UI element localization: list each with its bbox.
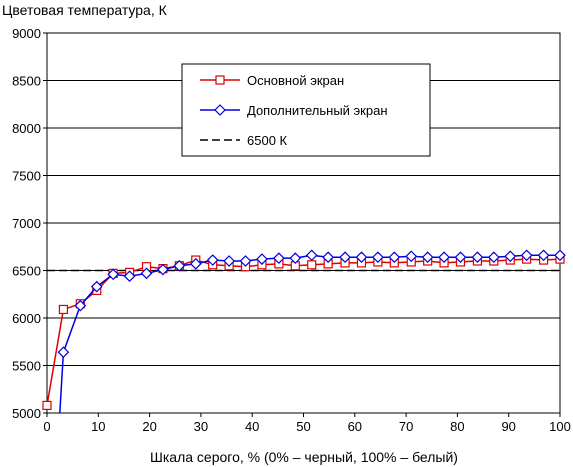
x-tick-label-30: 30 bbox=[194, 419, 208, 434]
data-point-1-22 bbox=[405, 250, 418, 263]
data-point-1-20 bbox=[372, 251, 384, 264]
data-point-1-14 bbox=[273, 252, 285, 264]
x-tick-label-40: 40 bbox=[245, 419, 259, 434]
data-point-1-8 bbox=[173, 259, 186, 272]
y-tick-label-5500: 5500 bbox=[12, 359, 41, 374]
data-point-1-18 bbox=[339, 251, 351, 264]
data-point-1-28 bbox=[504, 250, 517, 263]
y-tick-label-7000: 7000 bbox=[12, 216, 41, 231]
data-point-1-2 bbox=[74, 299, 87, 312]
x-tick-label-20: 20 bbox=[142, 419, 156, 434]
data-point-1-12 bbox=[239, 255, 252, 267]
x-tick-label-50: 50 bbox=[296, 419, 310, 434]
y-tick-label-8000: 8000 bbox=[12, 121, 41, 136]
data-point-1-16 bbox=[305, 249, 318, 262]
data-point-0-0 bbox=[42, 400, 52, 410]
data-point-1-19 bbox=[355, 251, 368, 264]
data-point-1-25 bbox=[454, 251, 467, 264]
legend-label-2: 6500 К bbox=[247, 133, 288, 148]
x-axis-title: Шкала серого, % (0% – черный, 100% – бел… bbox=[150, 449, 458, 465]
y-tick-label-6500: 6500 bbox=[12, 264, 41, 279]
data-point-0-16 bbox=[307, 260, 317, 270]
legend-marker-0 bbox=[215, 75, 225, 85]
data-point-1-17 bbox=[322, 251, 334, 264]
data-point-1-29 bbox=[520, 249, 533, 262]
data-point-1-3 bbox=[90, 280, 103, 293]
data-point-1-13 bbox=[256, 253, 268, 265]
data-point-1-31 bbox=[554, 249, 566, 262]
legend-label-1: Дополнительный экран bbox=[247, 103, 388, 118]
x-tick-label-70: 70 bbox=[399, 419, 413, 434]
data-point-1-6 bbox=[140, 267, 153, 280]
data-point-0-1 bbox=[58, 304, 69, 315]
x-tick-label-10: 10 bbox=[91, 419, 105, 434]
data-point-1-1 bbox=[57, 346, 70, 359]
legend-marker-1 bbox=[214, 104, 226, 116]
y-axis-title: Цветовая температура, К bbox=[2, 2, 168, 18]
x-tick-label-0: 0 bbox=[43, 419, 50, 434]
y-tick-label-7500: 7500 bbox=[12, 169, 41, 184]
legend: Основной экран Дополнительный экран 6500 К bbox=[181, 63, 431, 157]
data-point-1-11 bbox=[223, 255, 235, 267]
data-point-1-10 bbox=[206, 254, 219, 266]
data-point-1-9 bbox=[189, 258, 202, 270]
data-point-1-27 bbox=[487, 251, 500, 264]
data-point-1-30 bbox=[537, 249, 550, 262]
data-point-1-24 bbox=[438, 251, 450, 264]
series-layer bbox=[42, 249, 566, 414]
x-tick-label-90: 90 bbox=[501, 419, 515, 434]
y-tick-label-9000: 9000 bbox=[12, 26, 41, 41]
x-tick-label-60: 60 bbox=[348, 419, 362, 434]
x-tick-label-100: 100 bbox=[549, 419, 571, 434]
data-point-1-4 bbox=[107, 268, 120, 281]
data-point-1-5 bbox=[123, 270, 136, 283]
data-point-1-21 bbox=[388, 251, 401, 264]
y-tick-label-5000: 5000 bbox=[12, 406, 41, 421]
legend-label-0: Основной экран bbox=[247, 73, 344, 88]
data-point-1-15 bbox=[289, 252, 302, 264]
series-1 bbox=[57, 249, 566, 414]
data-point-1-23 bbox=[421, 251, 434, 264]
y-tick-label-8500: 8500 bbox=[12, 74, 41, 89]
axes: 5000 5500 6000 6500 7000 7500 8000 8500 9000 0 10 2… bbox=[12, 26, 571, 434]
x-tick-label-80: 80 bbox=[450, 419, 464, 434]
y-tick-label-6000: 6000 bbox=[12, 311, 41, 326]
data-point-1-26 bbox=[471, 251, 484, 264]
data-point-1-7 bbox=[157, 263, 169, 276]
